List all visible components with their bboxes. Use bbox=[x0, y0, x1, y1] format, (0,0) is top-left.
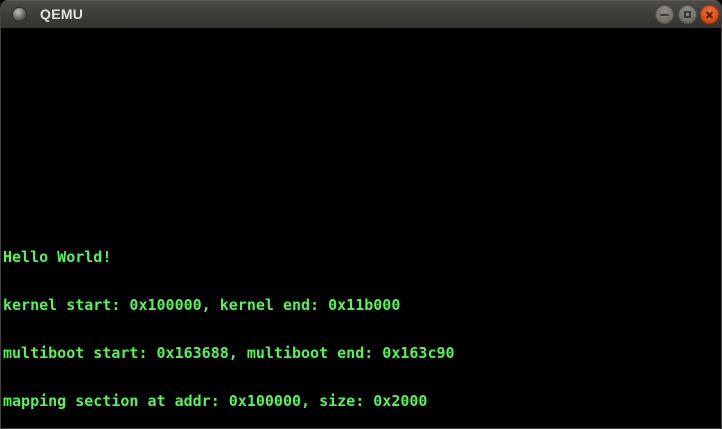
minimize-icon bbox=[660, 14, 669, 16]
window-title: QEMU bbox=[40, 6, 84, 22]
minimize-button[interactable] bbox=[655, 5, 674, 24]
maximize-button[interactable] bbox=[678, 5, 697, 24]
terminal-line: multiboot start: 0x163688, multiboot end… bbox=[3, 344, 455, 362]
qemu-app-icon bbox=[13, 8, 26, 21]
close-button[interactable] bbox=[700, 5, 719, 24]
terminal-line: mapping section at addr: 0x100000, size:… bbox=[3, 392, 428, 410]
terminal-output: Hello World! kernel start: 0x100000, ker… bbox=[3, 217, 455, 428]
titlebar[interactable]: QEMU bbox=[1, 0, 721, 29]
terminal-line: kernel start: 0x100000, kernel end: 0x11… bbox=[3, 296, 401, 314]
maximize-icon bbox=[684, 11, 691, 18]
vga-display[interactable]: Hello World! kernel start: 0x100000, ker… bbox=[1, 28, 721, 428]
terminal-line: Hello World! bbox=[3, 248, 112, 266]
